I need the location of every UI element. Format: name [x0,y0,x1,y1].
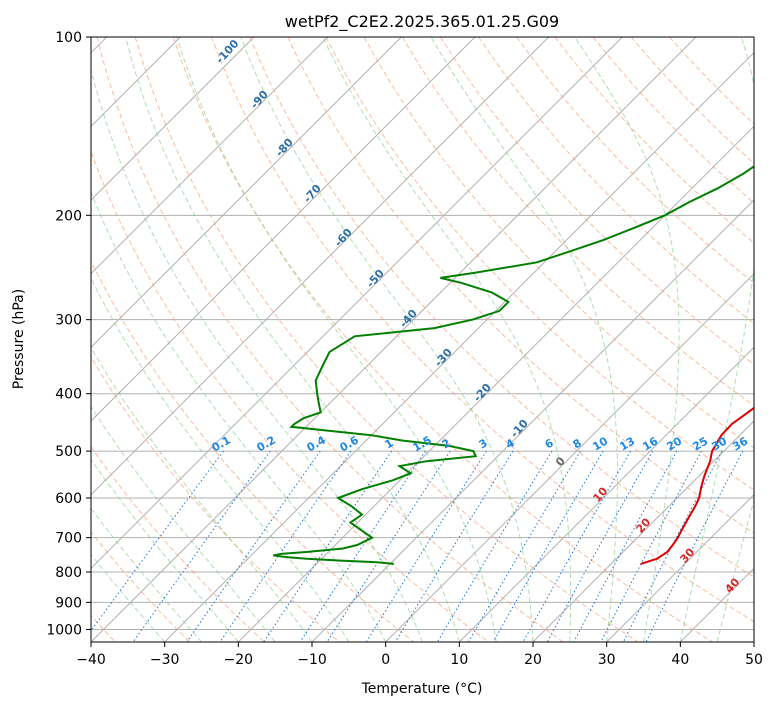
mixing-ratio-line [299,450,426,642]
moist-adiabat-line [91,190,387,642]
x-tick-label: −10 [297,652,327,668]
x-tick-label: 50 [745,652,763,668]
moist-adiabat-line [240,37,534,642]
dry-adiabat-line [91,259,415,642]
dry-adiabat-line [134,37,639,642]
isotherm-line [91,37,476,422]
isotherm-line [91,37,329,275]
dry-adiabat-line [325,37,754,491]
temperature-curve [640,406,754,565]
x-tick-label: 0 [381,652,390,668]
mixing-ratio-line [573,450,678,642]
dry-adiabat-line [363,37,754,449]
y-tick-label: 500 [55,444,82,460]
background-lines [91,37,754,642]
y-tick-label: 400 [55,387,82,403]
dry-adiabat-line [91,531,191,642]
isotherm-line [753,641,754,642]
moist-adiabat-line [91,458,239,642]
y-tick-label: 600 [55,491,82,507]
dry-adiabat-line [91,150,489,642]
dry-adiabat-line [211,37,754,623]
chart-title: wetPf2_C2E2.2025.365.01.25.G09 [285,12,559,32]
x-tick-label: 30 [598,652,616,668]
moist-adiabat-line [91,67,423,642]
dry-adiabat-line [439,37,754,366]
mixing-ratio-line [263,450,393,642]
y-tick-label: 900 [55,595,82,611]
x-tick-label: 10 [450,652,468,668]
y-tick-label: 200 [55,208,82,224]
isotherm-line [385,272,754,642]
moist-adiabat-line [574,37,680,642]
moist-adiabat-line [322,37,572,642]
isotherm-line [164,51,754,642]
y-tick-label: 700 [55,531,82,547]
isotherm-line [91,37,623,570]
x-tick-label: −20 [224,652,254,668]
mixing-ratio-line [522,450,631,642]
isotherm-line [458,346,754,642]
x-tick-label: 40 [671,652,689,668]
mixing-ratio-line [219,450,352,642]
mixing-ratio-line [492,450,604,642]
moist-adiabat-line [91,346,313,642]
y-tick-label: 1000 [46,622,82,638]
plot-frame [90,36,755,643]
isotherm-line [91,37,550,496]
y-tick-label: 800 [55,565,82,581]
y-tick-label: 100 [55,30,82,46]
y-tick-label: 300 [55,313,82,329]
isotherm-line [606,493,754,642]
mixing-ratio-line [91,450,224,632]
mixing-ratio-line [600,450,702,642]
mixing-ratio-line [394,450,514,642]
mixing-ratio-line [645,450,744,642]
isotherm-line [91,37,255,201]
moist-adiabat-line [176,37,497,642]
moist-adiabat-line [430,37,618,642]
mixing-ratio-line [546,450,654,642]
x-tick-label: −30 [150,652,180,668]
dry-adiabat-line [96,37,564,642]
dry-adiabat-line [478,37,754,325]
isotherm-line [532,420,754,642]
axes: −40 −30 −20 −10 0 10 20 30 40 50 100 200 300 400 500 60… [46,30,763,668]
dry-adiabat-line [91,356,340,642]
mixing-ratio-line [186,450,321,642]
moist-adiabat-line [91,405,276,642]
dry-adiabat-line [287,37,754,534]
isotherm-line [237,125,754,642]
moist-adiabat-line [91,277,350,642]
dry-adiabat-line [249,37,754,578]
dewpoint-curve [273,165,754,565]
x-axis-title: Temperature (°C) [361,681,483,697]
dry-adiabat-line [516,37,754,284]
sounding-curves [273,165,754,565]
moist-adiabat-line [125,37,460,642]
isotherm-line [91,37,402,349]
y-axis-title: Pressure (hPa) [11,289,27,389]
moist-adiabat-line [716,498,754,642]
dry-adiabat-line [401,37,754,407]
plot-area [91,37,754,642]
dry-adiabat-line [172,37,713,642]
dry-adiabat-line [91,445,265,642]
moist-adiabat-line [679,37,754,642]
x-tick-label: 20 [524,652,542,668]
x-tick-label: −40 [76,652,106,668]
